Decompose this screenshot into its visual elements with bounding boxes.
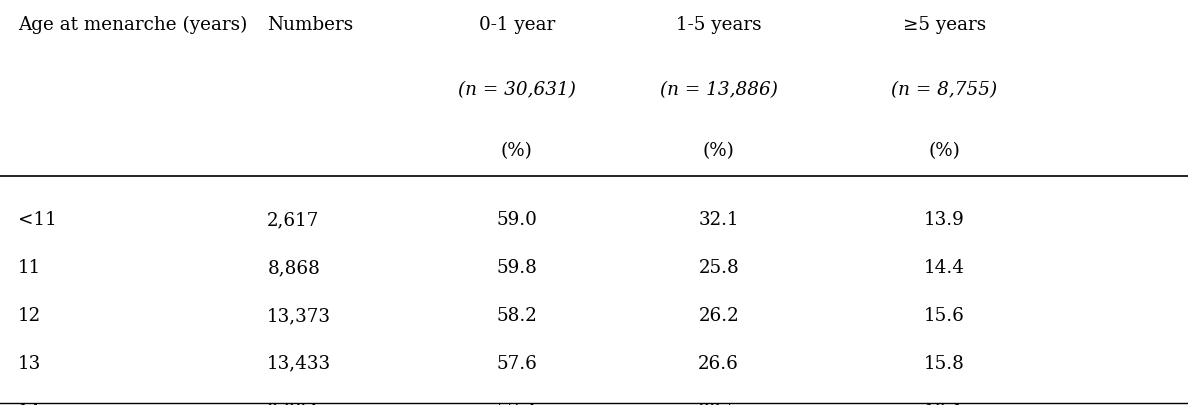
- Text: 12: 12: [18, 306, 40, 324]
- Text: (n = 8,755): (n = 8,755): [891, 81, 998, 99]
- Text: 13,373: 13,373: [267, 306, 331, 324]
- Text: 23.5: 23.5: [699, 402, 739, 405]
- Text: 32.1: 32.1: [699, 211, 739, 228]
- Text: (n = 13,886): (n = 13,886): [659, 81, 778, 99]
- Text: 59.0: 59.0: [497, 211, 537, 228]
- Text: (%): (%): [501, 142, 532, 160]
- Text: (%): (%): [703, 142, 734, 160]
- Text: 19.1: 19.1: [924, 402, 965, 405]
- Text: 1-5 years: 1-5 years: [676, 16, 762, 34]
- Text: 8,868: 8,868: [267, 258, 321, 276]
- Text: 58.2: 58.2: [497, 306, 537, 324]
- Text: 2,617: 2,617: [267, 211, 320, 228]
- Text: 13,433: 13,433: [267, 354, 331, 372]
- Text: 13: 13: [18, 354, 42, 372]
- Text: Age at menarche (years): Age at menarche (years): [18, 16, 247, 34]
- Text: 15.6: 15.6: [924, 306, 965, 324]
- Text: 0-1 year: 0-1 year: [479, 16, 555, 34]
- Text: 26.6: 26.6: [699, 354, 739, 372]
- Text: 57.4: 57.4: [497, 402, 537, 405]
- Text: 9,894: 9,894: [267, 402, 320, 405]
- Text: 14: 14: [18, 402, 42, 405]
- Text: 11: 11: [18, 258, 42, 276]
- Text: 57.6: 57.6: [497, 354, 537, 372]
- Text: 15.8: 15.8: [924, 354, 965, 372]
- Text: (%): (%): [929, 142, 960, 160]
- Text: 14.4: 14.4: [924, 258, 965, 276]
- Text: (n = 30,631): (n = 30,631): [457, 81, 576, 99]
- Text: <11: <11: [18, 211, 57, 228]
- Text: 25.8: 25.8: [699, 258, 739, 276]
- Text: 59.8: 59.8: [497, 258, 537, 276]
- Text: ≥5 years: ≥5 years: [903, 16, 986, 34]
- Text: 26.2: 26.2: [699, 306, 739, 324]
- Text: 13.9: 13.9: [924, 211, 965, 228]
- Text: Numbers: Numbers: [267, 16, 354, 34]
